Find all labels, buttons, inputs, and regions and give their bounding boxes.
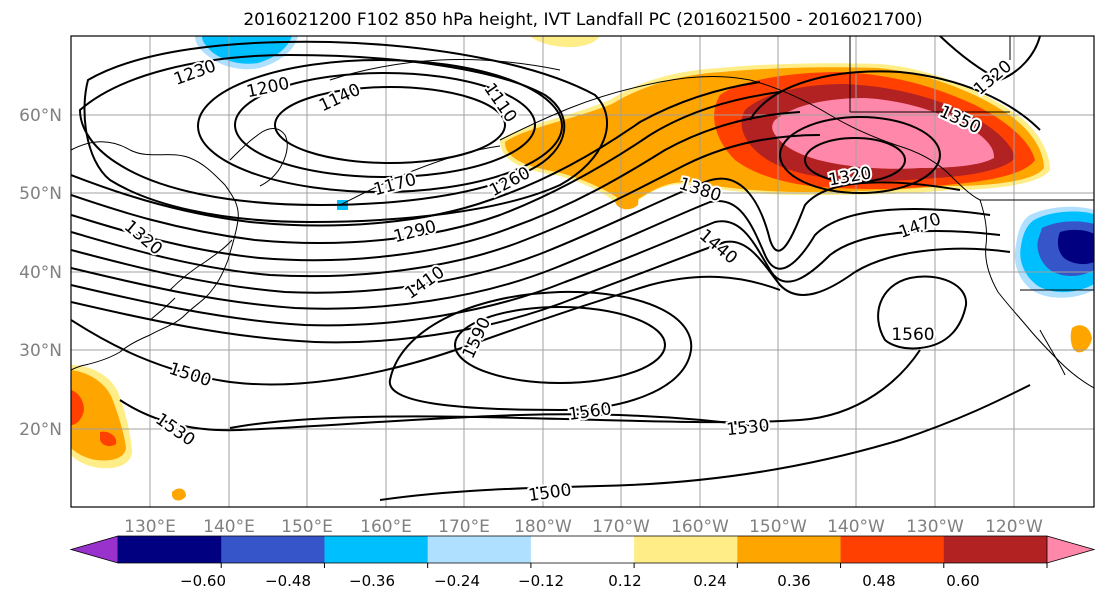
contour-1170-inner — [197, 59, 563, 193]
contour-1320-w — [71, 111, 801, 262]
contour-1230 — [83, 40, 609, 224]
contour-1350-e — [779, 116, 941, 194]
colorbar-tick-label: −0.24 — [434, 572, 480, 590]
figure-title: 2016021200 F102 850 hPa height, IVT Land… — [243, 10, 922, 30]
longitude-label: 120°W — [985, 517, 1043, 537]
colorbar-segment — [427, 536, 532, 563]
ivt-band-pink — [772, 98, 995, 169]
contour-1530 — [229, 349, 921, 429]
colorbar-tick-label: 0.60 — [946, 572, 979, 590]
longitude-label: 140°E — [203, 517, 255, 537]
latitude-labels: 60°N 50°N 40°N 30°N 20°N — [19, 106, 62, 440]
colorbar-extend-low — [69, 535, 119, 564]
longitude-label: 150°E — [281, 517, 333, 537]
latitude-label: 40°N — [19, 263, 62, 283]
latitude-label: 60°N — [19, 106, 62, 126]
colorbar-outline — [118, 535, 1047, 564]
ivt-sw-red-2 — [100, 431, 117, 447]
colorbar-tick-label: 0.48 — [862, 572, 895, 590]
us-border — [980, 199, 1094, 291]
contour-1470 — [71, 240, 1011, 344]
ivt-e-navy — [1057, 229, 1094, 265]
colorbar-segment — [634, 536, 738, 563]
colorbar-extend-high — [1046, 535, 1096, 564]
contour-1140 — [234, 72, 536, 178]
ivt-e-orange — [1070, 325, 1092, 353]
colorbar-segment — [118, 536, 222, 563]
longitude-labels: 130°E 140°E 150°E 160°E 170°E 180°W 170°W 160°W… — [124, 517, 1043, 537]
contour-1290 — [71, 91, 781, 244]
colorbar-segment — [324, 536, 429, 563]
ivt-top-yellow — [530, 36, 600, 48]
contour-1320-ne — [939, 36, 1041, 82]
ivt-shading — [71, 36, 1094, 501]
colorbar-tick-label: 0.24 — [693, 572, 726, 590]
contour-label: 1560 — [891, 325, 934, 345]
colorbar-tick-label: 0.36 — [777, 572, 810, 590]
coast-japan — [149, 239, 233, 321]
colorbar-tick-label: −0.48 — [265, 572, 311, 590]
contour-1410 — [71, 199, 991, 310]
longitude-label: 180°W — [514, 517, 572, 537]
latitude-label: 50°N — [19, 184, 62, 204]
map-frame — [70, 35, 1095, 508]
longitude-label: 170°W — [592, 517, 650, 537]
colorbar-tick-label: −0.60 — [180, 572, 226, 590]
colorbar-tick-label: 0.12 — [608, 572, 641, 590]
coast-kamchatka — [229, 127, 288, 187]
contour-1560-e — [877, 275, 968, 350]
graticule — [71, 36, 1094, 507]
contour-1260 — [71, 81, 761, 227]
contour-1380 — [71, 177, 961, 294]
contour-1200 — [78, 53, 566, 207]
longitude-label: 170°E — [438, 517, 490, 537]
colorbar-segment — [737, 536, 842, 563]
colorbar: −0.60 −0.48 −0.36 −0.24 −0.12 0.12 0.24 0.36 0.4… — [69, 535, 1096, 590]
colorbar-segment — [840, 536, 945, 563]
colorbar-tick-label: −0.12 — [518, 572, 564, 590]
coast-siberia — [329, 58, 561, 81]
ivt-sw-red — [71, 390, 84, 425]
contour-1440 — [71, 220, 1001, 327]
colorbar-tick-label: −0.36 — [349, 572, 395, 590]
contour-1320-e — [804, 137, 906, 183]
contour-1350 — [71, 134, 821, 278]
coast-baja — [1039, 329, 1066, 376]
longitude-label: 130°E — [124, 517, 176, 537]
coast-asia — [71, 141, 239, 371]
longitude-label: 130°W — [906, 517, 964, 537]
latitude-label: 20°N — [19, 420, 62, 440]
longitude-label: 140°W — [827, 517, 885, 537]
longitude-label: 150°W — [749, 517, 807, 537]
contour-1590 — [454, 306, 666, 384]
ivt-small-orange — [172, 488, 186, 501]
contour-1500-s — [379, 384, 1031, 501]
coast-na-west — [979, 199, 1094, 389]
coast-na-north — [849, 36, 1011, 113]
height-contours — [71, 36, 1041, 501]
contour-1380-e — [749, 70, 1041, 131]
longitude-label: 160°W — [671, 517, 729, 537]
colorbar-segment — [943, 536, 1048, 563]
colorbar-segment — [221, 536, 325, 563]
contour-1560 — [388, 290, 693, 412]
contour-1530-w — [119, 399, 771, 432]
longitude-label: 160°E — [360, 517, 412, 537]
coast-alaska — [499, 75, 981, 201]
colorbar-segment — [530, 536, 635, 563]
latitude-label: 30°N — [19, 341, 62, 361]
contour-1110 — [274, 86, 506, 164]
